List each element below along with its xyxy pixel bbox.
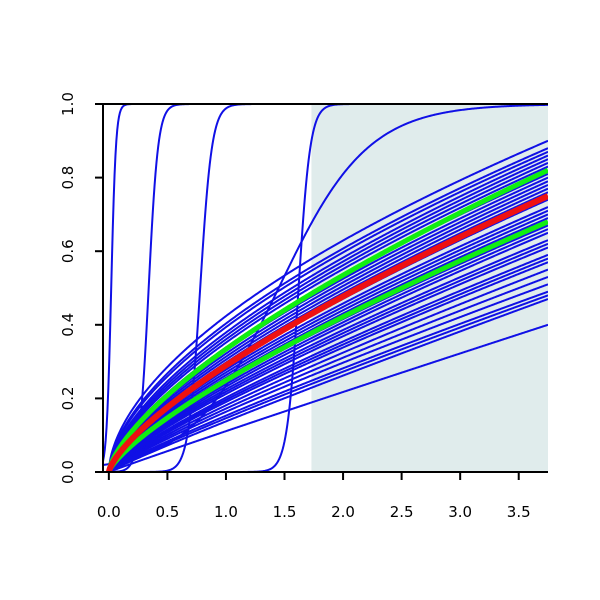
draw-line [107, 187, 548, 472]
y-tick-label: 1.0 [59, 92, 77, 116]
draw-line [108, 323, 548, 472]
draw-line [108, 298, 548, 472]
draw-line [107, 158, 548, 472]
median-line [105, 193, 548, 472]
draw-line [108, 253, 548, 472]
draw-line [107, 165, 548, 472]
y-tick-label: 0.4 [59, 313, 77, 337]
x-tick-label: 1.0 [214, 503, 238, 521]
draw-line [108, 283, 548, 472]
draw-line [107, 154, 548, 472]
draw-line [107, 139, 548, 472]
draw-line [108, 276, 548, 472]
x-tick-label: 2.0 [331, 503, 355, 521]
x-tick-label: 3.0 [448, 503, 472, 521]
draw-line [107, 180, 548, 472]
draw-line [107, 231, 548, 472]
quantile-line [106, 167, 548, 472]
draw-line [107, 184, 548, 472]
quantile-line [106, 219, 548, 472]
draw-line [108, 290, 548, 472]
x-tick-label: 0.0 [97, 503, 121, 521]
x-tick-label: 1.5 [273, 503, 297, 521]
y-tick-label: 0.6 [59, 239, 77, 263]
draw-line [107, 242, 548, 472]
draw-line [103, 104, 548, 472]
draw-line [107, 213, 548, 472]
draw-line [107, 150, 548, 472]
draw-line [107, 239, 548, 472]
x-tick-label: 3.5 [507, 503, 531, 521]
x-tick-label: 2.5 [390, 503, 414, 521]
draw-line [107, 161, 548, 472]
draw-line [107, 209, 548, 472]
draw-line [108, 268, 548, 472]
draw-line [107, 246, 548, 472]
draw-line [108, 261, 548, 472]
draw-line [108, 294, 548, 472]
draw-line [107, 147, 548, 472]
y-tick-label: 0.2 [59, 386, 77, 410]
y-tick-label: 0.0 [59, 460, 77, 484]
draw-line [108, 257, 548, 472]
axes: 0.0 0.5 1.0 1.5 2.0 2.5 3.0 3.5 0.0 0.2 0.4 0.6 0.8 1… [59, 92, 548, 521]
x-tick-label: 0.5 [155, 503, 179, 521]
draw-line [103, 104, 548, 472]
y-tick-label: 0.8 [59, 166, 77, 190]
series-layer [103, 104, 548, 472]
